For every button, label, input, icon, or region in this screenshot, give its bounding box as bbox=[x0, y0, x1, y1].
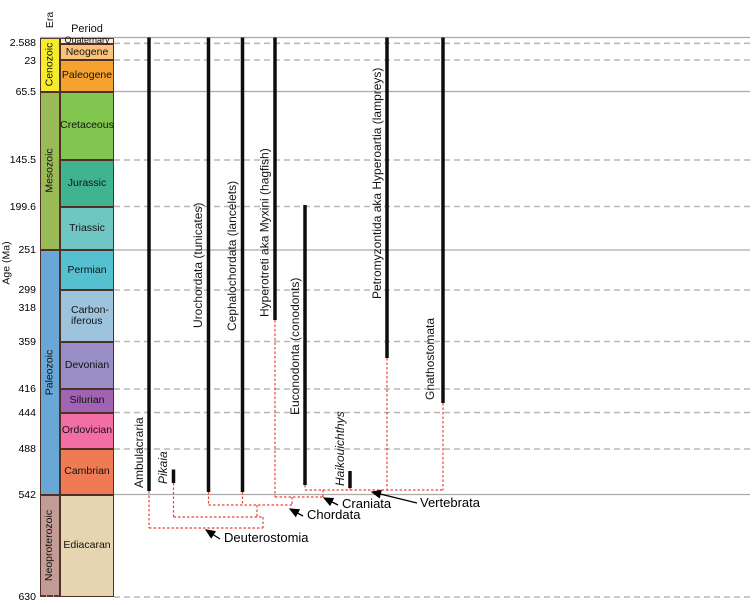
period-band-triassic bbox=[60, 206, 114, 250]
period-band-carboniferous bbox=[60, 290, 114, 342]
age-tick-630: 630 bbox=[18, 590, 36, 603]
era-band-mesozoic bbox=[40, 91, 60, 250]
age-tick-299: 299 bbox=[18, 283, 36, 296]
age-tick-444: 444 bbox=[18, 406, 36, 419]
age-tick-488: 488 bbox=[18, 443, 36, 455]
clade-arrow-vertebrata bbox=[370, 489, 418, 504]
age-tick-23: 23 bbox=[24, 55, 36, 67]
age-tick-199-6: 199.6 bbox=[9, 200, 36, 213]
age-tick-542: 542 bbox=[18, 488, 36, 501]
period-band-silurian bbox=[60, 389, 114, 413]
lineage-label-gnathostomata: Gnathostomata bbox=[423, 318, 437, 400]
lineage-label-pikaia: Pikaia bbox=[156, 451, 170, 484]
age-tick-251: 251 bbox=[18, 244, 36, 256]
period-band-cretaceous bbox=[60, 91, 114, 160]
clade-label-vertebrata: Vertebrata bbox=[420, 495, 481, 510]
period-band-cambrian bbox=[60, 449, 114, 495]
period-band-ediacaran bbox=[60, 494, 114, 597]
period-band-neogene bbox=[60, 44, 114, 60]
clade-label-deuterostomia: Deuterostomia bbox=[224, 530, 309, 545]
period-band-devonian bbox=[60, 341, 114, 389]
lineage-labels-group: Ambulacraria Pikaia Urochordata (tunicates… bbox=[132, 68, 437, 488]
clade-arrow-chordata bbox=[288, 508, 304, 518]
clade-arrow-deuterostomia bbox=[204, 529, 221, 540]
period-column-header: Period bbox=[71, 23, 103, 35]
age-tick-318: 318 bbox=[18, 302, 36, 314]
lineage-label-hyperotreti-aka-myxini-hagfish: Hyperotreti aka Myxini (hagfish) bbox=[258, 148, 272, 317]
gridlines-group bbox=[40, 36, 750, 598]
clade-label-craniata: Craniata bbox=[342, 496, 392, 511]
period-band-ordovician bbox=[60, 412, 114, 449]
period-band-permian bbox=[60, 250, 114, 290]
era-band-paleozoic bbox=[40, 250, 60, 495]
era-band-neoproterozoic bbox=[40, 494, 60, 597]
lineage-label-urochordata-tunicates: Urochordata (tunicates) bbox=[191, 203, 205, 328]
lineage-label-cephalochordata-lancelets: Cephalochordata (lancelets) bbox=[225, 181, 239, 331]
clade-label-chordata: Chordata bbox=[307, 507, 361, 522]
clade-arrow-craniata bbox=[322, 497, 339, 507]
age-tick-2-588: 2.588 bbox=[9, 37, 36, 49]
lineage-label-euconodonta-conodonts: Euconodonta (conodonts) bbox=[288, 278, 302, 415]
age-tick-416: 416 bbox=[18, 383, 36, 395]
lineage-bars-group bbox=[147, 37, 445, 492]
age-tick-145-5: 145.5 bbox=[9, 154, 36, 166]
age-tick-359: 359 bbox=[18, 335, 36, 348]
period-band-jurassic bbox=[60, 160, 114, 207]
age-tick-65-5: 65.5 bbox=[15, 85, 36, 98]
period-band-paleogene bbox=[60, 60, 114, 92]
lineage-label-haikouichthys: Haikouichthys bbox=[333, 411, 347, 486]
lineage-label-petromyzontida-aka-hyperoartia-lampreys: Petromyzontida aka Hyperoartia (lampreys… bbox=[370, 68, 384, 299]
lineage-label-ambulacraria: Ambulacraria bbox=[132, 417, 146, 488]
